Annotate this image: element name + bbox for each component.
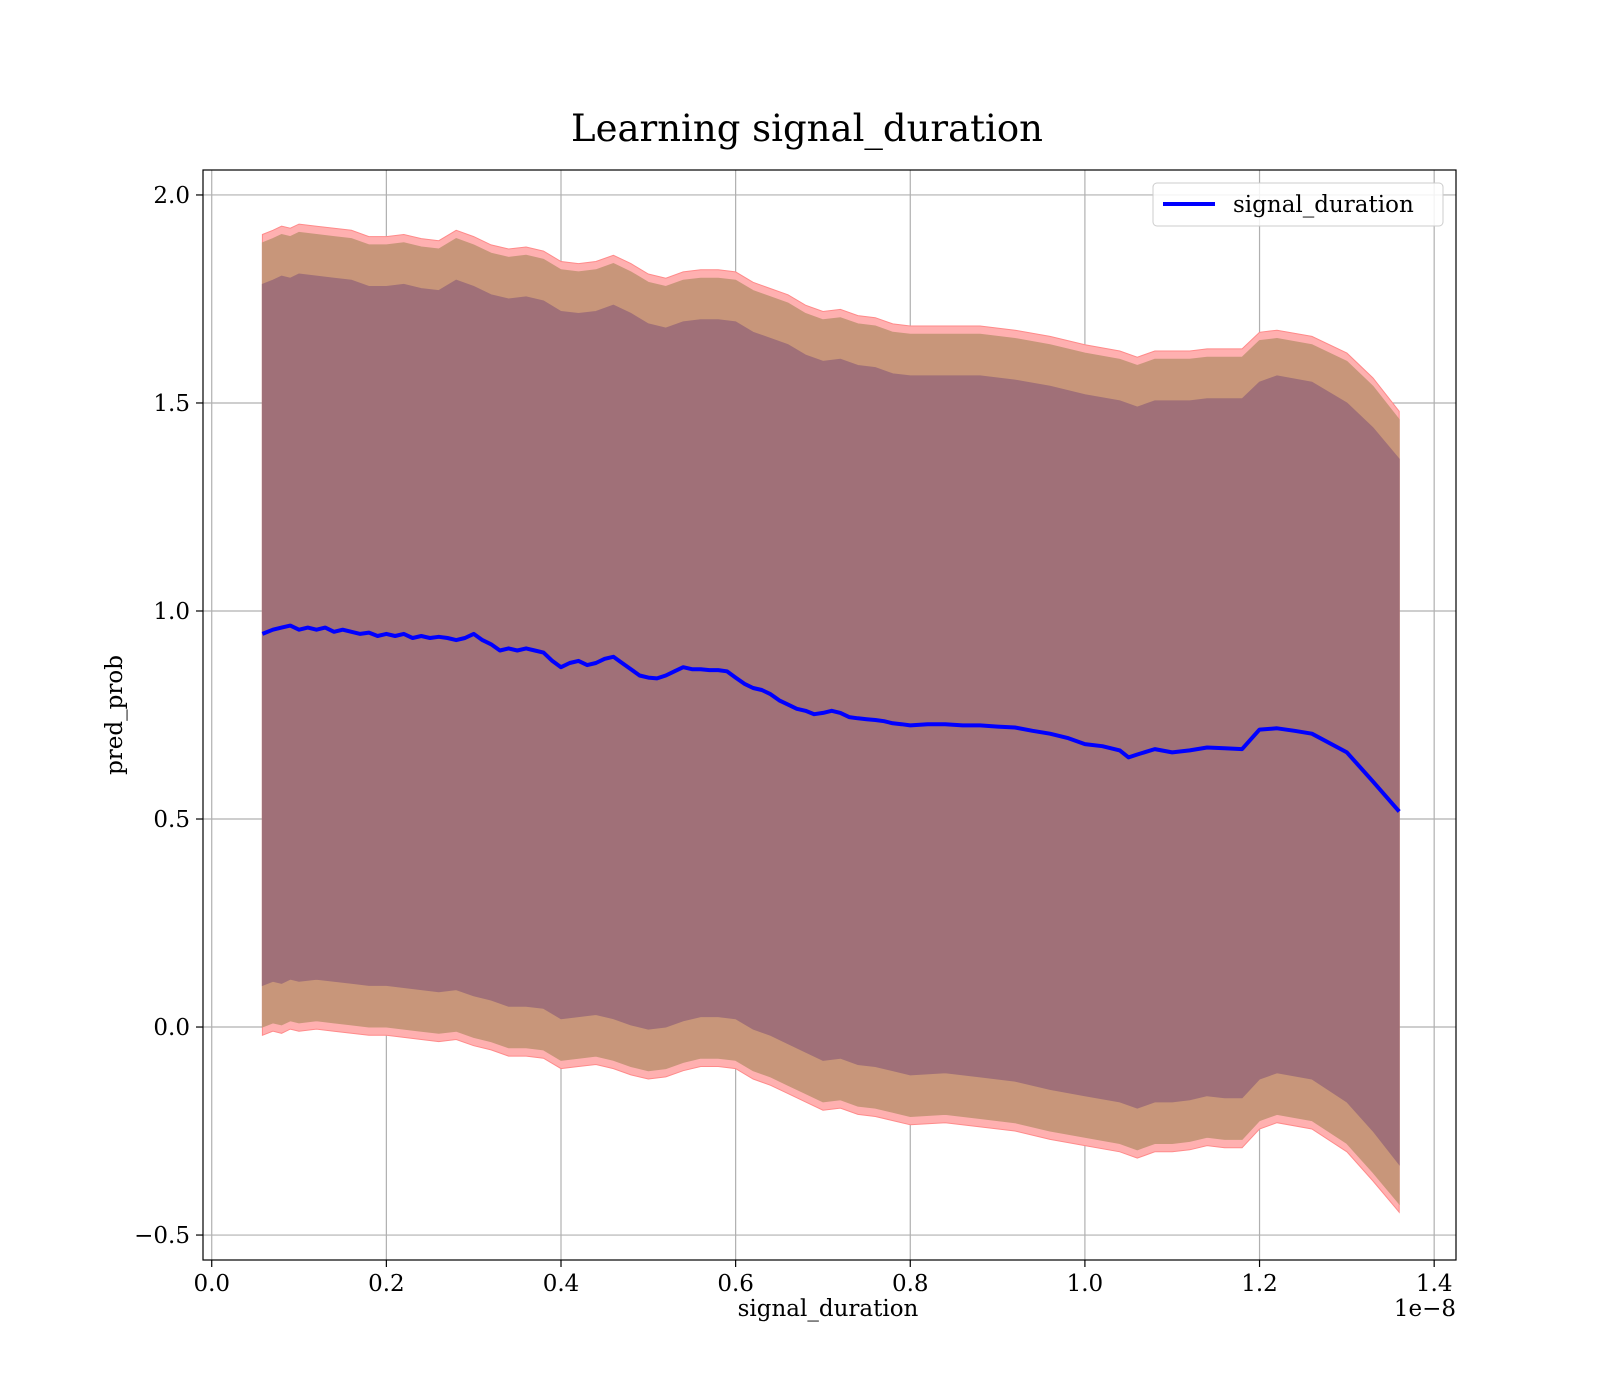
y-axis-label: pred_prob [102,655,128,775]
line-layer [261,623,1401,813]
chart-title: Learning signal_duration [571,107,1043,151]
x-tick-label: 0.4 [543,1271,580,1297]
x-tick-label: 0.6 [717,1271,754,1297]
y-tick-label: 0.0 [153,1015,190,1041]
legend-entry-label: signal_duration [1233,192,1414,218]
x-tick-label: 1.2 [1241,1271,1278,1297]
y-tick-label: 2.0 [153,183,190,209]
y-tick-label: 0.5 [153,807,190,833]
legend-box [1152,182,1444,227]
x-tick-label: 0.8 [892,1271,929,1297]
y-tick-label: −0.5 [134,1223,190,1249]
band-inner [261,273,1400,1166]
x-tick-label: 1.4 [1416,1271,1453,1297]
x-offset-text: 1e−8 [1394,1296,1456,1322]
plot-frame [202,169,1457,1261]
x-tick-label: 0.0 [193,1271,230,1297]
tick-layer: 0.0 0.2 0.4 0.6 0.8 1.0 1.2 1.4−0.50.00.51.01.5… [134,183,1452,1297]
series-line-0 [261,623,1401,813]
x-tick-label: 0.2 [368,1271,405,1297]
x-axis-label: signal_duration [738,1296,919,1322]
y-tick-label: 1.0 [153,599,190,625]
x-tick-label: 1.0 [1067,1271,1104,1297]
band-layer [261,223,1400,1214]
legend: signal_duration [1152,182,1444,227]
y-tick-label: 1.5 [153,391,190,417]
